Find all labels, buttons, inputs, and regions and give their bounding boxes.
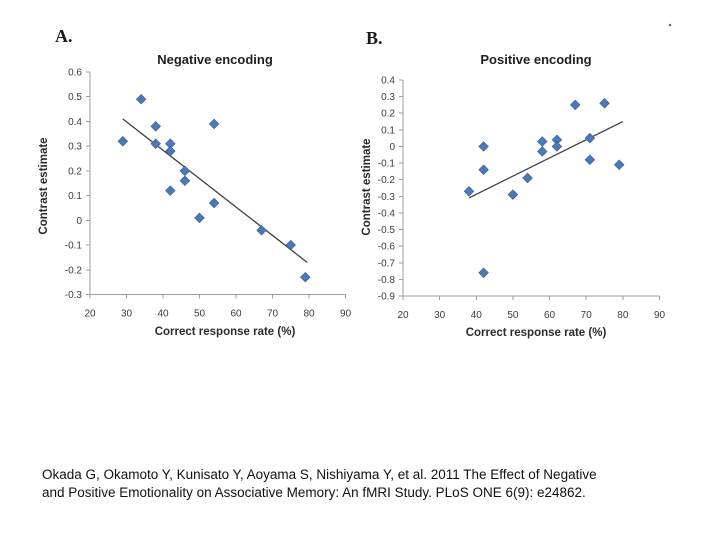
x-tick-label: 60 — [544, 310, 556, 321]
citation-line-1: Okada G, Okamoto Y, Kunisato Y, Aoyama S… — [42, 467, 597, 482]
citation: Okada G, Okamoto Y, Kunisato Y, Aoyama S… — [42, 466, 597, 501]
scatter-point — [478, 164, 489, 175]
scatter-point — [551, 141, 563, 152]
x-tick-label: 90 — [340, 309, 352, 320]
scatter-point — [599, 98, 610, 109]
scatter-point — [507, 189, 519, 200]
x-tick-label: 80 — [617, 310, 629, 321]
scatter-point — [463, 186, 475, 197]
x-tick-label: 40 — [471, 310, 483, 321]
y-tick-label: -0.9 — [378, 292, 396, 303]
x-tick-label: 20 — [397, 310, 409, 321]
figure-canvas: A. B. Negative encoding Positive encodin… — [38, 23, 672, 339]
chart-b-x-axis-title: Correct response rate (%) — [466, 327, 607, 339]
trend-line — [468, 120, 624, 199]
y-tick-label: 0.3 — [381, 92, 395, 103]
y-tick-label: 0.1 — [381, 125, 395, 136]
y-tick-label: 0.6 — [68, 68, 82, 79]
y-tick-label: -0.3 — [65, 290, 83, 301]
citation-line-2: and Positive Emotionality on Associative… — [42, 484, 586, 500]
scatter-point — [208, 118, 220, 130]
y-tick-label: -0.4 — [378, 208, 396, 219]
x-tick-label: 50 — [507, 310, 519, 321]
panel-a-label: A. — [55, 26, 73, 46]
x-tick-label: 80 — [303, 309, 315, 320]
y-tick-label: 0 — [76, 216, 82, 227]
y-tick-label: -0.5 — [378, 225, 396, 236]
trend-line — [122, 118, 308, 263]
y-tick-label: 0.5 — [68, 92, 82, 103]
scatter-point — [150, 138, 161, 149]
y-tick-label: 0.4 — [381, 76, 395, 87]
y-tick-label: -0.3 — [378, 192, 396, 203]
scatter-point — [584, 154, 596, 165]
scatter-point — [569, 99, 581, 111]
speck-artifact — [668, 23, 672, 27]
scatter-point — [165, 185, 176, 196]
scatter-point — [478, 267, 489, 278]
x-tick-label: 50 — [194, 309, 206, 320]
chart-b-title: Positive encoding — [480, 52, 591, 67]
x-tick-label: 40 — [157, 309, 169, 320]
x-tick-label: 30 — [121, 309, 133, 320]
y-tick-label: -0.2 — [65, 265, 83, 276]
scatter-point — [537, 146, 548, 157]
scatter-point — [522, 172, 533, 184]
scatter-point — [179, 165, 191, 177]
scatter-point — [135, 93, 147, 105]
y-tick-label: -0.1 — [65, 241, 83, 252]
scatter-point — [613, 159, 625, 170]
y-tick-label: 0.3 — [68, 142, 82, 153]
y-tick-label: -0.6 — [378, 242, 396, 253]
chart-a-plot-area: 0.6 0.5 0.4 0.3 0.2 0.1 0 -0.1 -0.2 -0.320 30 40 50 6… — [65, 68, 352, 320]
x-tick-label: 20 — [84, 309, 96, 320]
scatter-point — [194, 212, 205, 224]
chart-a-x-axis-title: Correct response rate (%) — [155, 326, 296, 338]
scatter-point — [256, 224, 267, 236]
scatter-point — [165, 145, 176, 157]
scatter-point — [285, 239, 296, 251]
scatter-point — [584, 132, 596, 144]
y-tick-label: -0.8 — [378, 275, 396, 286]
scatter-point — [478, 141, 489, 152]
scatter-point — [537, 136, 548, 147]
x-tick-label: 60 — [230, 309, 242, 320]
scatter-point — [300, 271, 311, 283]
x-tick-label: 90 — [654, 310, 666, 321]
y-tick-label: -0.2 — [378, 175, 396, 186]
x-tick-label: 70 — [267, 309, 279, 320]
y-tick-label: 0 — [389, 142, 395, 153]
scatter-point — [150, 121, 161, 132]
chart-a-title: Negative encoding — [157, 52, 273, 67]
chart-a-y-axis-title: Contrast estimate — [38, 137, 50, 234]
y-tick-label: 0.2 — [68, 166, 82, 177]
chart-b-plot-area: 0.4 0.3 0.2 0.1 0 -0.1 -0.2 -0.3 -0.4 -0.5 -0.6 -0.… — [378, 76, 666, 322]
x-tick-label: 70 — [581, 310, 593, 321]
y-tick-label: -0.1 — [378, 159, 396, 170]
x-tick-label: 30 — [434, 310, 446, 321]
y-tick-label: -0.7 — [378, 258, 396, 269]
y-tick-label: 0.1 — [68, 191, 82, 202]
y-tick-label: 0.2 — [381, 109, 395, 120]
panel-b-label: B. — [366, 28, 383, 48]
scatter-point — [117, 135, 129, 147]
y-tick-label: 0.4 — [68, 117, 82, 128]
chart-b-y-axis-title: Contrast estimate — [361, 138, 373, 235]
scatter-point — [179, 175, 191, 187]
scatter-point — [208, 197, 220, 209]
